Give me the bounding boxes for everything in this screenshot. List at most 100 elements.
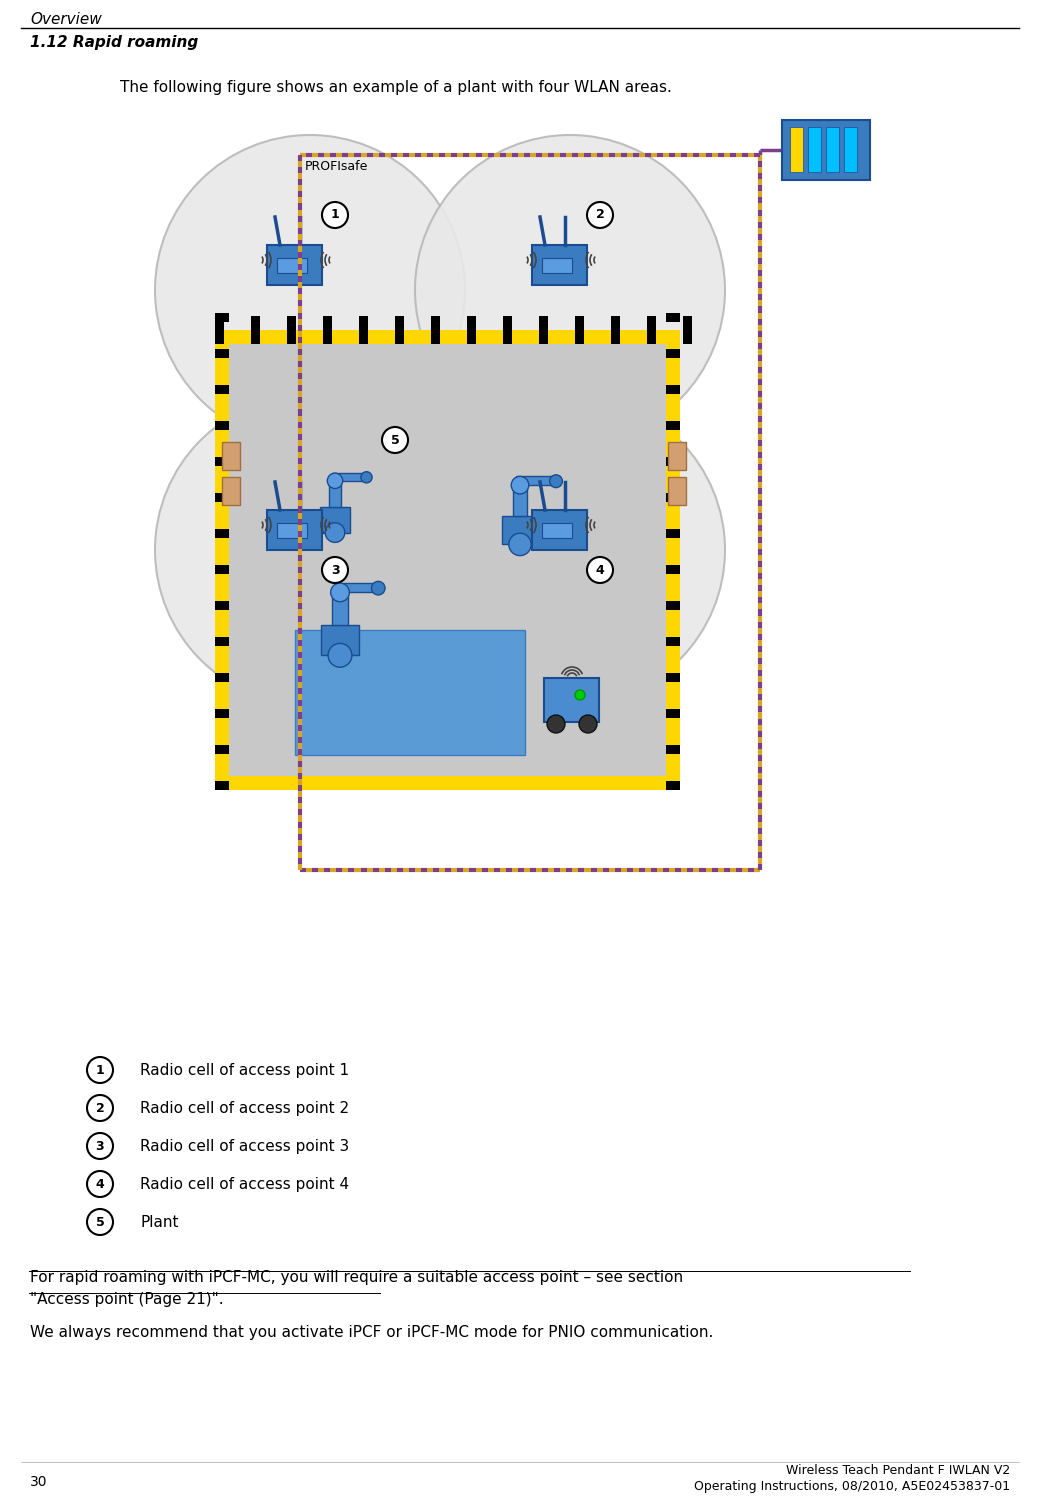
Bar: [323, 330, 332, 344]
Bar: [431, 330, 440, 344]
Bar: [215, 457, 229, 466]
Bar: [808, 127, 821, 172]
Circle shape: [322, 557, 348, 582]
Bar: [668, 442, 686, 469]
Circle shape: [371, 581, 385, 595]
Text: The following figure shows an example of a plant with four WLAN areas.: The following figure shows an example of…: [120, 80, 672, 95]
Bar: [222, 442, 240, 469]
Circle shape: [87, 1096, 113, 1121]
Bar: [336, 582, 374, 593]
Text: 1.12 Rapid roaming: 1.12 Rapid roaming: [30, 35, 199, 50]
Text: Overview: Overview: [30, 12, 102, 27]
Bar: [277, 258, 307, 273]
Text: "Access point (Page 21)".: "Access point (Page 21)".: [30, 1292, 224, 1307]
Bar: [782, 121, 870, 180]
Bar: [222, 477, 240, 506]
Circle shape: [575, 690, 584, 700]
Text: 3: 3: [96, 1139, 104, 1153]
Bar: [666, 457, 680, 466]
Bar: [467, 330, 476, 344]
Bar: [215, 782, 229, 791]
Bar: [539, 315, 548, 330]
Bar: [215, 709, 229, 718]
Circle shape: [331, 582, 349, 602]
Bar: [826, 127, 839, 172]
Text: For rapid roaming with iPCF-MC, you will require a suitable access point – see s: For rapid roaming with iPCF-MC, you will…: [30, 1271, 683, 1286]
Bar: [215, 312, 229, 321]
Text: Radio cell of access point 2: Radio cell of access point 2: [140, 1102, 349, 1117]
Circle shape: [361, 472, 372, 483]
Bar: [542, 524, 572, 539]
Bar: [683, 330, 692, 344]
Bar: [516, 477, 552, 486]
Bar: [251, 330, 260, 344]
Bar: [215, 330, 224, 344]
Circle shape: [326, 522, 345, 542]
Bar: [666, 564, 680, 573]
Bar: [575, 330, 584, 344]
Bar: [666, 782, 680, 791]
Bar: [467, 315, 476, 330]
Bar: [544, 678, 599, 721]
Bar: [666, 421, 680, 430]
Bar: [612, 315, 620, 330]
Text: 2: 2: [596, 208, 604, 222]
Bar: [215, 601, 229, 610]
Text: 4: 4: [96, 1177, 104, 1191]
Circle shape: [328, 474, 343, 489]
Bar: [666, 493, 680, 502]
Bar: [332, 474, 363, 481]
Bar: [267, 244, 322, 285]
Circle shape: [155, 395, 465, 705]
Bar: [215, 385, 229, 394]
Circle shape: [415, 395, 725, 705]
Bar: [666, 709, 680, 718]
Circle shape: [512, 477, 528, 493]
Text: Radio cell of access point 4: Radio cell of access point 4: [140, 1177, 349, 1192]
Text: Radio cell of access point 1: Radio cell of access point 1: [140, 1062, 349, 1077]
Circle shape: [587, 202, 613, 228]
Bar: [215, 673, 229, 682]
Bar: [359, 315, 368, 330]
Circle shape: [87, 1133, 113, 1159]
Bar: [666, 673, 680, 682]
Circle shape: [547, 715, 565, 733]
Text: Radio cell of access point 3: Radio cell of access point 3: [140, 1139, 349, 1154]
Text: PROFIsafe: PROFIsafe: [305, 160, 368, 174]
Text: We always recommend that you activate iPCF or iPCF-MC mode for PNIO communicatio: We always recommend that you activate iP…: [30, 1325, 713, 1340]
Bar: [666, 601, 680, 610]
Bar: [539, 330, 548, 344]
Bar: [395, 315, 404, 330]
Bar: [215, 421, 229, 430]
Bar: [666, 745, 680, 754]
Bar: [503, 330, 512, 344]
Text: Wireless Teach Pendant F IWLAN V2: Wireless Teach Pendant F IWLAN V2: [786, 1464, 1010, 1477]
Circle shape: [549, 475, 563, 487]
Text: 1: 1: [96, 1064, 104, 1076]
Bar: [395, 330, 404, 344]
Bar: [790, 127, 803, 172]
Text: 4: 4: [596, 563, 604, 576]
Text: Plant: Plant: [140, 1215, 179, 1230]
Circle shape: [382, 427, 408, 453]
Bar: [532, 244, 587, 285]
Bar: [321, 625, 359, 655]
Bar: [666, 349, 680, 358]
Circle shape: [87, 1209, 113, 1234]
Bar: [844, 127, 857, 172]
Bar: [666, 312, 680, 321]
Bar: [215, 530, 229, 539]
Bar: [502, 516, 538, 545]
Bar: [666, 637, 680, 646]
Bar: [215, 637, 229, 646]
Bar: [612, 330, 620, 344]
Bar: [532, 510, 587, 549]
Bar: [215, 315, 224, 330]
Bar: [503, 315, 512, 330]
Bar: [215, 564, 229, 573]
Bar: [251, 315, 260, 330]
Circle shape: [587, 557, 613, 582]
Bar: [542, 258, 572, 273]
Bar: [666, 385, 680, 394]
Bar: [668, 477, 686, 506]
